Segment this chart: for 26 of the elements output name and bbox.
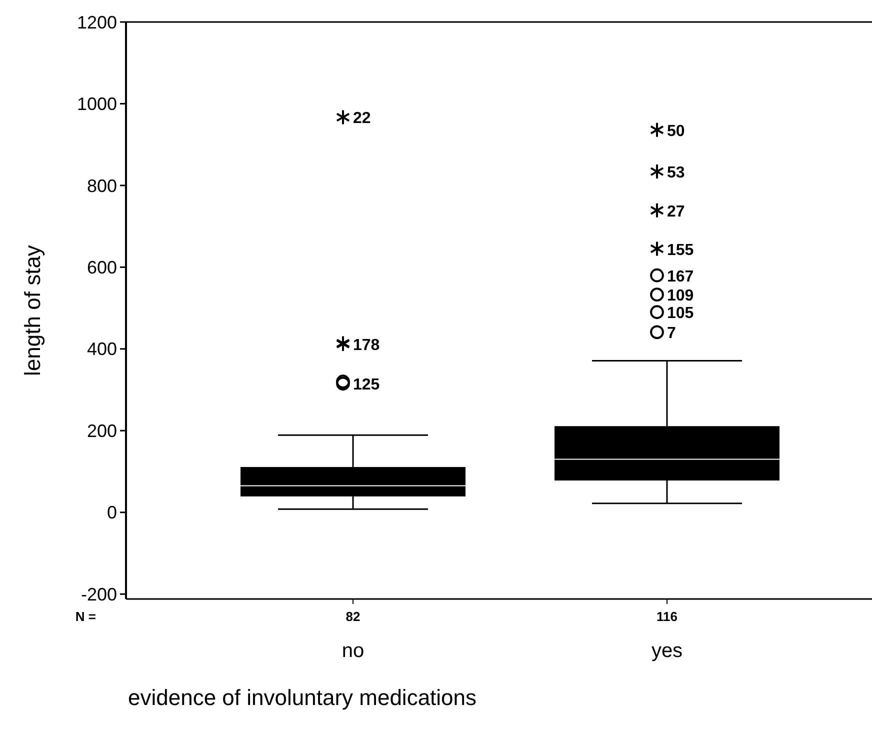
- annotation: 53: [667, 164, 685, 182]
- annotation: 178: [353, 337, 380, 354]
- annotation: 7: [667, 325, 676, 342]
- annotation: 50: [667, 122, 685, 140]
- y-axis-title: length of stay: [20, 245, 45, 376]
- y-tick-label: 600: [86, 257, 117, 278]
- x-axis-title: evidence of involuntary medications: [128, 685, 477, 710]
- annotation: 22: [353, 110, 371, 128]
- annotation: 167: [667, 268, 694, 286]
- y-tick-label: -200: [80, 584, 117, 604]
- y-tick-label: 1200: [76, 12, 117, 32]
- y-tick-label: 200: [86, 420, 117, 441]
- y-tick-label: 800: [86, 176, 117, 196]
- annotation: 109: [667, 288, 694, 305]
- text: 82: [346, 609, 360, 624]
- y-tick-label: 400: [86, 339, 117, 360]
- y-tick-label: 1000: [76, 94, 117, 114]
- x-tick-label: no: [342, 640, 364, 662]
- annotation: 27: [667, 203, 685, 220]
- y-tick-label: 0: [106, 502, 117, 523]
- x-tick-label: yes: [651, 640, 683, 662]
- annotation: 105: [667, 305, 694, 322]
- text: N =: [75, 609, 96, 624]
- annotation: 155: [667, 242, 694, 259]
- annotation: 125: [353, 376, 380, 394]
- text: 116: [656, 609, 678, 624]
